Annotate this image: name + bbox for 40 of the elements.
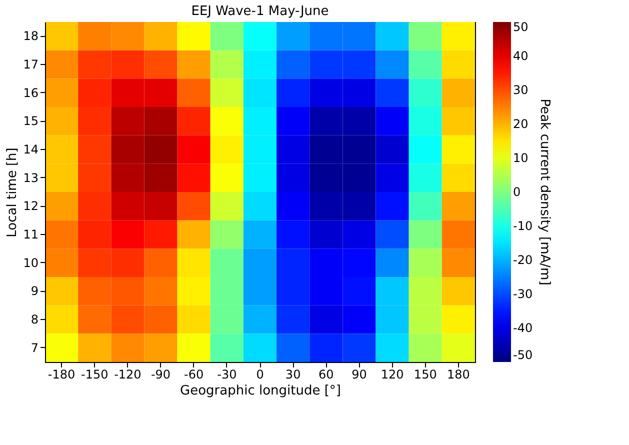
x-tick-label: -90 [150, 368, 171, 382]
x-tick-label: 0 [256, 368, 264, 382]
x-tick-label: -150 [81, 368, 108, 382]
color-bar-label: -40 [513, 321, 533, 335]
color-bar-label: 0 [513, 185, 521, 199]
y-tick-label: 14 [23, 142, 38, 156]
color-bar-label: 10 [513, 151, 528, 165]
x-axis-title: Geographic longitude [°] [180, 384, 342, 398]
chart-title: EEJ Wave-1 May-June [191, 4, 329, 19]
x-tick-label: 180 [447, 368, 470, 382]
y-tick-label: 7 [30, 340, 38, 355]
color-bar-label: 50 [513, 20, 528, 34]
y-tick-label: 12 [23, 199, 38, 214]
x-tick-label: 30 [285, 368, 301, 382]
color-bar-label: 20 [513, 117, 528, 131]
x-tick-label: 60 [318, 368, 334, 382]
y-axis-title: Local time [h] [5, 148, 20, 238]
x-tick-label: 120 [380, 368, 404, 382]
color-bar-label: 30 [513, 83, 528, 97]
color-bar-label: -30 [513, 287, 533, 301]
y-tick-label: 17 [23, 58, 38, 72]
y-tick-label: 10 [23, 256, 38, 270]
x-tick-label: -60 [184, 368, 204, 382]
y-tick-label: 15 [23, 114, 38, 128]
color-bar-label: -10 [513, 219, 533, 233]
x-tick-label: -180 [48, 368, 76, 382]
y-tick-label: 9 [30, 284, 38, 298]
x-tick-label: -30 [217, 368, 237, 382]
y-tick-label: 13 [23, 170, 38, 185]
y-tick-label: 18 [23, 29, 38, 44]
y-tick-label: 11 [23, 228, 38, 242]
color-bar-title: Peak current density [mA/m] [537, 98, 552, 286]
color-bar-label: -50 [513, 348, 533, 362]
color-bar-label: 40 [513, 49, 528, 63]
y-tick-label: 8 [30, 312, 38, 326]
x-tick-label: 90 [352, 368, 367, 382]
x-tick-label: -120 [114, 368, 142, 382]
y-tick-label: 16 [23, 86, 38, 100]
color-bar-label: -20 [513, 253, 533, 267]
x-tick-label: 150 [414, 368, 437, 382]
